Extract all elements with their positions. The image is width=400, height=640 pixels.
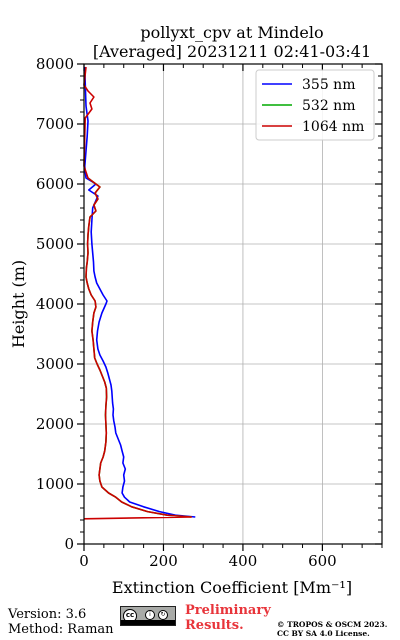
x-tick-label: 600: [308, 552, 337, 570]
copyright-line2: CC BY SA 4.0 License.: [277, 629, 370, 638]
preliminary-notice: Preliminary Results.: [185, 603, 271, 633]
legend-label: 1064 nm: [302, 119, 364, 135]
chart-subtitle: [Averaged] 20231211 02:41-03:41: [93, 42, 371, 61]
series-lines: [83, 66, 196, 520]
legend-box: [255, 69, 375, 141]
extinction-profile-chart: 0 1000 2000 3000 4000 5000 6000 7000 8000 0 200 400…: [9, 23, 383, 597]
y-tick-label: 4000: [36, 295, 74, 313]
chart-title: pollyxt_cpv at Mindelo: [140, 23, 323, 42]
x-tick-label: 200: [149, 552, 178, 570]
preliminary-line1: Preliminary: [185, 603, 271, 618]
x-tick-label: 400: [229, 552, 258, 570]
y-tick-label: 3000: [36, 355, 74, 373]
y-tick-label: 2000: [36, 415, 74, 433]
x-tick-label: 0: [79, 552, 89, 570]
y-axis-label: Height (m): [9, 260, 28, 348]
cc-license-badge: cc i ↻: [120, 606, 176, 626]
x-axis-label: Extinction Coefficient [Mm⁻¹]: [112, 578, 352, 597]
y-tick-label: 8000: [36, 55, 74, 73]
y-tick-label: 7000: [36, 115, 74, 133]
legend-label: 532 nm: [302, 98, 355, 114]
sa-icon: ↻: [158, 610, 168, 620]
series-line: [85, 177, 192, 518]
series-line: [83, 66, 193, 520]
method-text: Method: Raman: [8, 622, 114, 637]
legend: 355 nm 532 nm 1064 nm: [255, 69, 375, 141]
by-icon: i: [145, 610, 155, 620]
series-line: [84, 66, 196, 518]
preliminary-line2: Results.: [185, 618, 244, 633]
y-tick-label: 5000: [36, 235, 74, 253]
badge-strip: [121, 620, 175, 625]
copyright-line1: © TROPOS & OSCM 2023.: [277, 620, 388, 629]
version-text: Version: 3.6: [8, 607, 87, 622]
axes: 0 1000 2000 3000 4000 5000 6000 7000 8000 0 200 400…: [36, 55, 383, 570]
legend-label: 355 nm: [302, 77, 355, 93]
y-tick-label: 6000: [36, 175, 74, 193]
copyright-notice: © TROPOS & OSCM 2023. CC BY SA 4.0 Licen…: [277, 620, 387, 638]
y-tick-label: 0: [64, 535, 74, 553]
y-tick-label: 1000: [36, 475, 74, 493]
